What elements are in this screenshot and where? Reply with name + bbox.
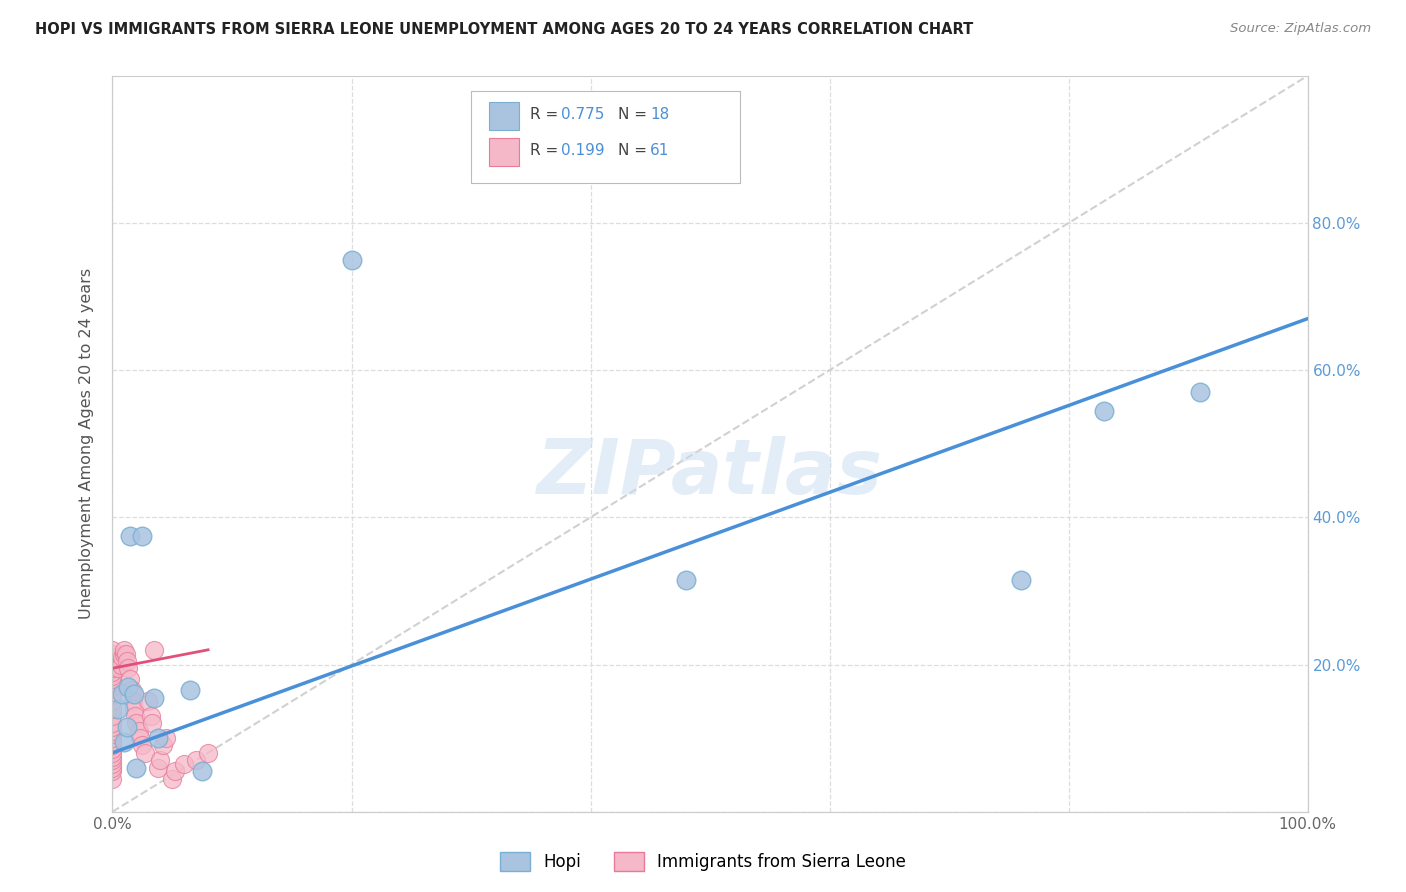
Point (114, 735, 135, 749)
Text: R =: R = (530, 107, 562, 122)
Point (114, 647, 135, 661)
Point (146, 731, 169, 746)
Point (141, 716, 163, 731)
Point (107, 701, 129, 715)
Point (101, 764, 124, 779)
Point (101, 731, 124, 746)
Point (101, 661, 124, 675)
FancyBboxPatch shape (471, 90, 740, 183)
Point (131, 529, 153, 543)
Point (340, 252, 363, 267)
Point (149, 753, 172, 767)
Point (124, 709, 146, 723)
Point (163, 764, 186, 779)
Text: N =: N = (619, 107, 652, 122)
Point (152, 739, 174, 753)
Point (101, 720, 124, 734)
Point (101, 739, 124, 753)
Point (121, 694, 143, 708)
Point (197, 746, 219, 760)
Point (101, 727, 124, 741)
Point (101, 687, 124, 701)
Point (128, 723, 150, 738)
Point (143, 690, 166, 705)
Text: 0.199: 0.199 (561, 143, 605, 158)
Text: N =: N = (619, 143, 652, 158)
Y-axis label: Unemployment Among Ages 20 to 24 years: Unemployment Among Ages 20 to 24 years (79, 268, 94, 619)
Point (111, 650, 134, 665)
Point (101, 701, 124, 715)
Point (101, 642, 124, 657)
Point (101, 723, 124, 738)
Point (1189, 385, 1212, 400)
Point (101, 673, 124, 687)
Point (101, 650, 124, 665)
Point (675, 573, 697, 587)
Point (1010, 573, 1032, 587)
Point (101, 647, 124, 661)
Point (101, 772, 124, 786)
Point (146, 760, 169, 774)
Point (114, 647, 136, 661)
Point (101, 756, 124, 771)
Point (101, 716, 124, 731)
Point (155, 731, 177, 746)
Point (101, 742, 124, 756)
Point (101, 694, 124, 708)
Point (134, 746, 156, 760)
Point (121, 683, 143, 698)
FancyBboxPatch shape (489, 137, 519, 166)
Point (101, 657, 124, 672)
Point (129, 731, 152, 746)
Point (101, 749, 124, 764)
Point (186, 753, 208, 767)
Point (114, 642, 135, 657)
Point (117, 680, 139, 694)
Point (120, 673, 142, 687)
Point (162, 772, 183, 786)
Point (101, 680, 124, 694)
Legend: Hopi, Immigrants from Sierra Leone: Hopi, Immigrants from Sierra Leone (491, 843, 915, 880)
Point (191, 764, 214, 779)
Point (101, 709, 124, 723)
Point (125, 716, 148, 731)
Text: HOPI VS IMMIGRANTS FROM SIERRA LEONE UNEMPLOYMENT AMONG AGES 20 TO 24 YEARS CORR: HOPI VS IMMIGRANTS FROM SIERRA LEONE UNE… (35, 22, 973, 37)
Text: ZIPatlas: ZIPatlas (537, 436, 883, 510)
Point (115, 720, 138, 734)
Point (101, 760, 124, 774)
Point (101, 665, 124, 679)
Point (101, 753, 124, 767)
Text: Source: ZipAtlas.com: Source: ZipAtlas.com (1230, 22, 1371, 36)
Text: 18: 18 (650, 107, 669, 122)
FancyBboxPatch shape (489, 103, 519, 130)
Point (107, 661, 129, 675)
Text: R =: R = (530, 143, 562, 158)
Point (125, 760, 148, 774)
Point (115, 654, 138, 668)
Point (101, 746, 124, 760)
Point (117, 661, 139, 675)
Point (138, 694, 160, 708)
Text: 0.775: 0.775 (561, 107, 605, 122)
Point (101, 676, 124, 690)
Point (173, 756, 195, 771)
Point (120, 529, 142, 543)
Point (122, 687, 145, 701)
Text: 61: 61 (650, 143, 669, 158)
Point (101, 668, 124, 682)
Point (143, 642, 166, 657)
Point (101, 654, 124, 668)
Point (101, 735, 124, 749)
Point (111, 687, 134, 701)
Point (139, 709, 162, 723)
Point (179, 683, 201, 698)
Point (122, 701, 145, 715)
Point (1094, 403, 1116, 417)
Point (110, 657, 132, 672)
Point (131, 739, 153, 753)
